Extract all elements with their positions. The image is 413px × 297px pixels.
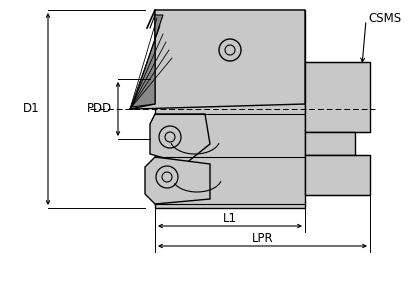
Text: D1: D1: [24, 102, 40, 116]
Text: CSMS: CSMS: [368, 12, 401, 24]
Text: LPR: LPR: [252, 233, 273, 246]
Text: L1: L1: [223, 212, 237, 225]
Text: PDD: PDD: [87, 102, 112, 116]
Polygon shape: [305, 62, 370, 132]
Polygon shape: [150, 114, 210, 164]
Polygon shape: [132, 15, 163, 107]
Polygon shape: [145, 157, 210, 204]
Polygon shape: [130, 10, 305, 109]
Polygon shape: [305, 155, 370, 195]
Polygon shape: [155, 10, 305, 208]
Polygon shape: [305, 132, 355, 155]
